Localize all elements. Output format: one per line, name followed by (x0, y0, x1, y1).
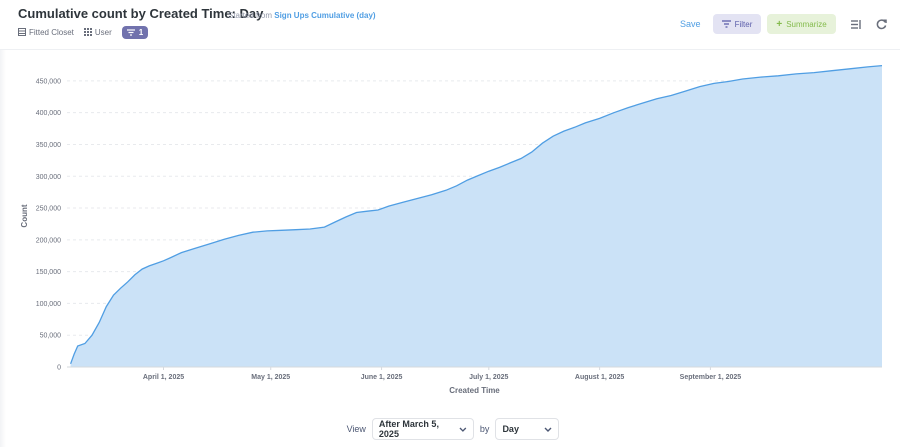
time-unit-value: Day (502, 424, 519, 434)
y-axis-title: Count (20, 204, 29, 227)
filter-icon (126, 28, 135, 36)
entity-name: User (94, 27, 112, 37)
y-tick-label: 50,000 (40, 333, 62, 340)
filter-button[interactable]: Filter (713, 14, 761, 34)
data-source-entity[interactable]: User (83, 27, 112, 37)
question-lineage: Started from Sign Ups Cumulative (day) (228, 11, 376, 20)
notebook-icon (850, 19, 861, 29)
plus-icon: + (776, 18, 783, 30)
chevron-down-icon (459, 427, 467, 432)
x-tick-label: September 1, 2025 (680, 374, 742, 381)
left-panel-shadow (0, 0, 6, 447)
lineage-prefix: Started from (228, 11, 273, 20)
save-button[interactable]: Save (680, 19, 701, 29)
y-tick-label: 300,000 (36, 174, 61, 181)
y-tick-label: 350,000 (36, 142, 61, 149)
by-label: by (479, 424, 490, 434)
query-meta: Fitted Closet User 1 (18, 25, 149, 39)
y-tick-label: 100,000 (36, 301, 61, 308)
y-tick-label: 150,000 (36, 269, 61, 276)
view-label: View (346, 424, 366, 434)
summarize-button-label: Summarize (786, 19, 827, 29)
active-filters-badge[interactable]: 1 (121, 25, 149, 39)
filter-button-label: Filter (734, 19, 753, 29)
x-tick-label: August 1, 2025 (575, 374, 625, 381)
x-tick-label: May 1, 2025 (251, 374, 290, 381)
x-tick-label: July 1, 2025 (469, 374, 508, 381)
y-tick-label: 450,000 (36, 78, 61, 85)
table-name: Fitted Closet (29, 27, 74, 37)
x-tick-label: April 1, 2025 (143, 374, 184, 381)
y-tick-label: 250,000 (36, 206, 61, 213)
notebook-editor-button[interactable] (848, 16, 864, 32)
filter-icon (721, 20, 731, 28)
refresh-button[interactable] (873, 16, 889, 32)
chevron-down-icon (544, 427, 552, 432)
x-tick-label: June 1, 2025 (361, 374, 403, 381)
filter-count: 1 (138, 27, 144, 37)
date-range-value: After March 5, 2025 (378, 419, 439, 439)
y-tick-label: 200,000 (36, 237, 61, 244)
cumulative-area-chart[interactable]: 0 50,000 100,000 150,000 200,000 250,000 300,0… (0, 51, 900, 401)
data-source-table[interactable]: Fitted Closet (18, 28, 74, 37)
chart-container: 0 50,000 100,000 150,000 200,000 250,000 300,0… (0, 51, 900, 401)
date-range-select[interactable]: After March 5, 2025 (371, 418, 474, 440)
summarize-button[interactable]: + Summarize (767, 14, 836, 34)
source-question-link[interactable]: Sign Ups Cumulative (day) (274, 11, 376, 20)
view-footer: View After March 5, 2025 by Day (0, 418, 900, 440)
area-fill (70, 65, 883, 367)
x-axis-title: Created Time (449, 386, 500, 395)
question-title: Cumulative count by Created Time: Day (18, 6, 264, 21)
series-line (69, 64, 883, 365)
table-icon (18, 28, 26, 36)
y-tick-label: 400,000 (36, 110, 61, 117)
query-header: Cumulative count by Created Time: Day St… (0, 0, 900, 50)
grid-icon (83, 28, 92, 36)
refresh-icon (876, 18, 887, 29)
y-tick-label: 0 (57, 365, 61, 372)
time-unit-select[interactable]: Day (495, 418, 560, 440)
